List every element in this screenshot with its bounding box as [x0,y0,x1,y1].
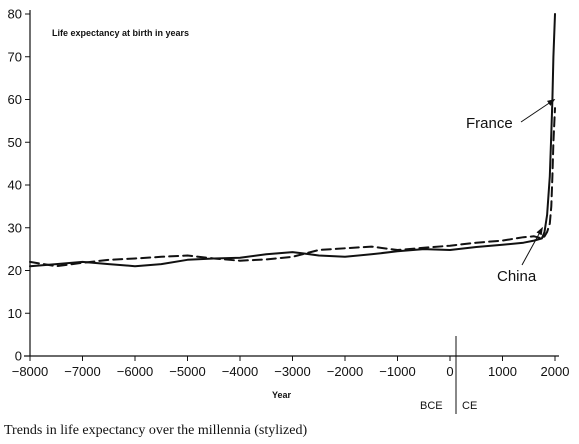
x-tick-label: −2000 [327,364,364,379]
x-tick-label: −7000 [64,364,101,379]
figure-caption: Trends in life expectancy over the mille… [4,423,308,438]
y-tick-label: 20 [8,263,22,278]
y-axis: 0 10 20 30 40 50 60 70 80 [8,7,31,364]
series-lines [29,13,556,268]
chart-title: Life expectancy at birth in years [52,28,189,38]
x-tick-label: −8000 [12,364,49,379]
x-tick-label: −6000 [117,364,154,379]
x-tick-label: 0 [446,364,453,379]
era-label-bce: BCE [420,400,443,412]
x-tick-label: −4000 [222,364,259,379]
series-line-france [29,13,556,268]
y-tick-label: 0 [15,349,22,364]
y-tick-label: 10 [8,306,22,321]
y-tick-label: 50 [8,135,22,150]
y-tick-label: 70 [8,49,22,64]
series-line-china [29,107,556,268]
annotation-label-china: China [497,268,537,285]
x-axis-label: Year [272,390,292,400]
x-axis: −8000 −7000 −6000 −5000 −4000 −3000 −2000 −1000… [12,355,570,379]
annotation-arrow-china [521,226,543,266]
x-tick-label: −3000 [274,364,311,379]
x-tick-label: 1000 [488,364,517,379]
y-tick-label: 30 [8,220,22,235]
x-tick-label: −1000 [379,364,416,379]
y-tick-label: 40 [8,178,22,193]
y-tick-label: 60 [8,92,22,107]
x-tick-label: 2000 [541,364,570,379]
annotations: France China [466,98,556,285]
y-tick-label: 80 [8,7,22,22]
era-label-ce: CE [462,400,477,412]
x-tick-label: −5000 [169,364,206,379]
annotation-label-france: France [466,115,513,132]
annotation-arrow-france [520,98,556,123]
